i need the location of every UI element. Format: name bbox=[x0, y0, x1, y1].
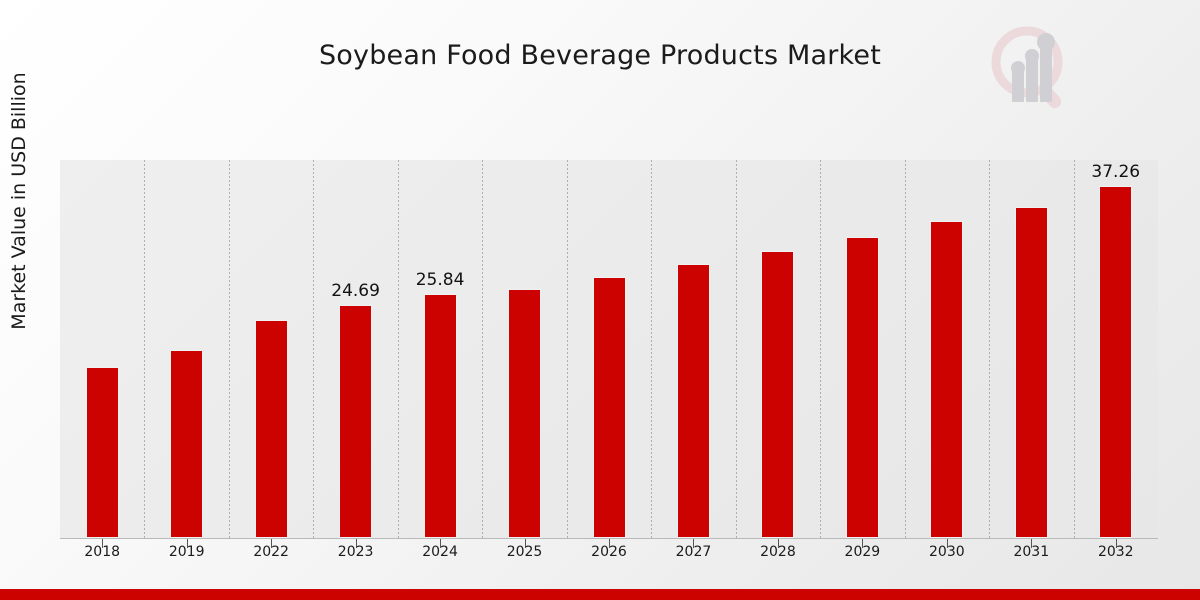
x-axis-tick bbox=[609, 539, 610, 548]
x-axis-tick-label: 2026 bbox=[591, 544, 627, 560]
x-axis-tick-label: 2023 bbox=[337, 544, 374, 560]
gridline bbox=[482, 160, 484, 538]
bar bbox=[930, 221, 964, 538]
x-axis-tick-label: 2027 bbox=[675, 544, 712, 560]
bar bbox=[170, 349, 204, 538]
x-axis-tick-label: 2019 bbox=[168, 544, 205, 560]
x-axis-tick bbox=[862, 539, 864, 548]
x-axis-line bbox=[60, 538, 1158, 539]
x-axis-tick bbox=[693, 539, 695, 548]
bar bbox=[339, 304, 373, 538]
x-axis-tick-label: 2029 bbox=[844, 544, 881, 560]
x-axis-tick bbox=[102, 539, 104, 548]
x-axis-tick bbox=[271, 539, 273, 548]
bar bbox=[592, 276, 626, 538]
bar bbox=[423, 293, 457, 538]
bar bbox=[254, 319, 288, 538]
bar bbox=[845, 237, 879, 538]
x-axis-tick-label: 2025 bbox=[506, 544, 543, 560]
bar-value-label: 25.84 bbox=[415, 269, 465, 290]
x-axis-tick bbox=[440, 539, 442, 548]
x-axis-tick-label: 2032 bbox=[1097, 544, 1134, 560]
x-axis-tick-label: 2028 bbox=[760, 544, 796, 560]
gridline bbox=[1073, 160, 1075, 538]
x-axis-tick-label: 2018 bbox=[84, 544, 121, 560]
gridline bbox=[735, 160, 737, 538]
gridline bbox=[651, 160, 653, 538]
bar bbox=[508, 288, 542, 538]
gridline bbox=[144, 160, 146, 538]
x-axis-tick-label: 2022 bbox=[253, 544, 289, 560]
x-axis-tick bbox=[946, 539, 948, 548]
x-axis-tick bbox=[1115, 539, 1117, 548]
bar bbox=[85, 367, 119, 538]
gridline bbox=[313, 160, 315, 538]
gridline bbox=[904, 160, 906, 538]
x-axis-tick-label: 2030 bbox=[929, 544, 965, 560]
x-axis-tick bbox=[524, 539, 526, 548]
x-axis-tick-label: 2024 bbox=[422, 544, 458, 560]
plot-area bbox=[60, 160, 1158, 538]
gridline bbox=[566, 160, 568, 538]
bar bbox=[761, 250, 795, 538]
bar bbox=[676, 263, 710, 538]
x-axis-tick bbox=[355, 539, 357, 548]
x-axis-tick bbox=[777, 539, 779, 548]
x-axis-tick bbox=[1031, 539, 1033, 548]
footer-strip bbox=[0, 589, 1200, 600]
bar-value-label: 24.69 bbox=[331, 280, 380, 301]
bar bbox=[1014, 207, 1048, 538]
magnifier-bar-chart-logo bbox=[982, 18, 1080, 116]
bar-value-label: 37.26 bbox=[1091, 161, 1141, 182]
gridline bbox=[989, 160, 991, 538]
gridline bbox=[820, 160, 822, 538]
bar bbox=[1099, 185, 1133, 538]
x-axis-tick-label: 2031 bbox=[1013, 544, 1050, 560]
gridline bbox=[397, 160, 399, 538]
chart-title: Soybean Food Beverage Products Market bbox=[318, 40, 882, 71]
gridline bbox=[228, 160, 230, 538]
y-axis-title: Market Value in USD Billion bbox=[8, 72, 30, 330]
x-axis-tick bbox=[186, 539, 188, 548]
